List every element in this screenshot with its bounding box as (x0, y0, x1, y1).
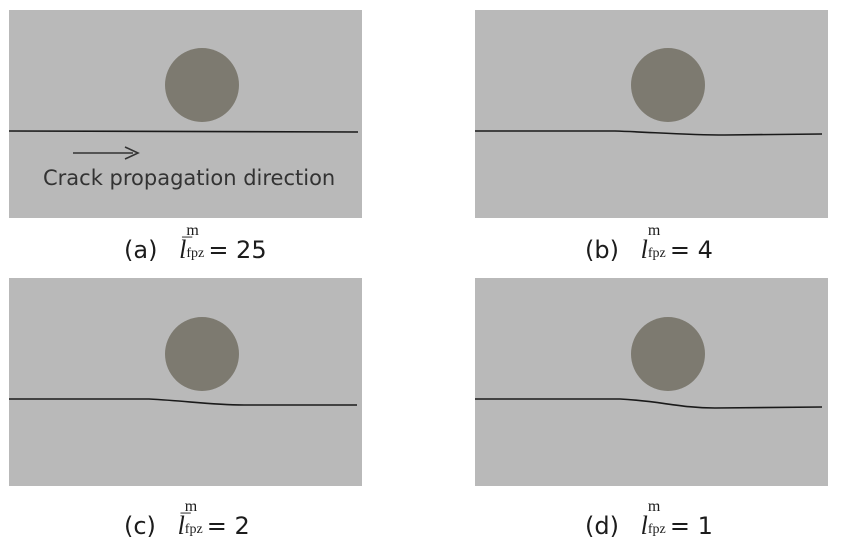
superscript: m (647, 222, 661, 239)
symbol-l: l (177, 511, 185, 540)
caption-c: (c) l ¯ m fpz = 2 (124, 498, 250, 541)
overbar: ¯ (180, 511, 191, 533)
panel-b-plate (475, 10, 828, 218)
panel-c-svg (9, 278, 362, 486)
subscript: fpz (647, 246, 666, 261)
inclusion (631, 317, 705, 391)
caption-value: = 25 (208, 236, 267, 264)
symbol-l: l (640, 235, 648, 264)
crack-path (475, 398, 823, 409)
sup-sub: m fpz (647, 222, 670, 262)
crack-path (9, 398, 357, 406)
inclusion (165, 48, 239, 122)
caption-value: = 2 (206, 512, 250, 540)
caption-value: = 1 (669, 512, 713, 540)
symbol-l: l (179, 235, 187, 264)
caption-value: = 4 (669, 236, 713, 264)
sup-sub: m fpz (647, 498, 670, 538)
caption-label: (d) (585, 512, 619, 540)
inclusion (631, 48, 705, 122)
superscript: m (184, 498, 198, 515)
crack-direction-label: Crack propagation direction (43, 166, 336, 190)
caption-d: (d) l m fpz = 1 (585, 498, 713, 541)
panel-b-svg (475, 10, 828, 218)
crack-path (475, 130, 823, 136)
caption-a: (a) l ¯ m fpz = 25 (124, 222, 267, 265)
panel-c-plate (9, 278, 362, 486)
panel-a-svg (9, 10, 362, 218)
length-symbol: l (641, 235, 648, 265)
caption-label: (b) (585, 236, 619, 264)
subscript: fpz (186, 246, 205, 261)
symbol-l: l (640, 511, 648, 540)
sup-sub: m fpz (184, 498, 207, 538)
caption-label: (a) (124, 236, 158, 264)
overbar: ¯ (182, 235, 193, 257)
subscript: fpz (647, 522, 666, 537)
superscript: m (647, 498, 661, 515)
subscript: fpz (184, 522, 203, 537)
crack-path (9, 130, 359, 133)
inclusion (165, 317, 239, 391)
length-symbol: l (641, 511, 648, 541)
caption-b: (b) l m fpz = 4 (585, 222, 713, 265)
length-symbol: l ¯ (177, 511, 191, 541)
arrow-head-icon (124, 146, 140, 160)
panel-d-svg (475, 278, 828, 486)
panel-d-plate (475, 278, 828, 486)
sup-sub: m fpz (186, 222, 208, 262)
superscript: m (186, 222, 199, 239)
length-symbol: l ¯ (179, 235, 192, 265)
panel-a-plate (9, 10, 362, 218)
caption-label: (c) (124, 512, 156, 540)
